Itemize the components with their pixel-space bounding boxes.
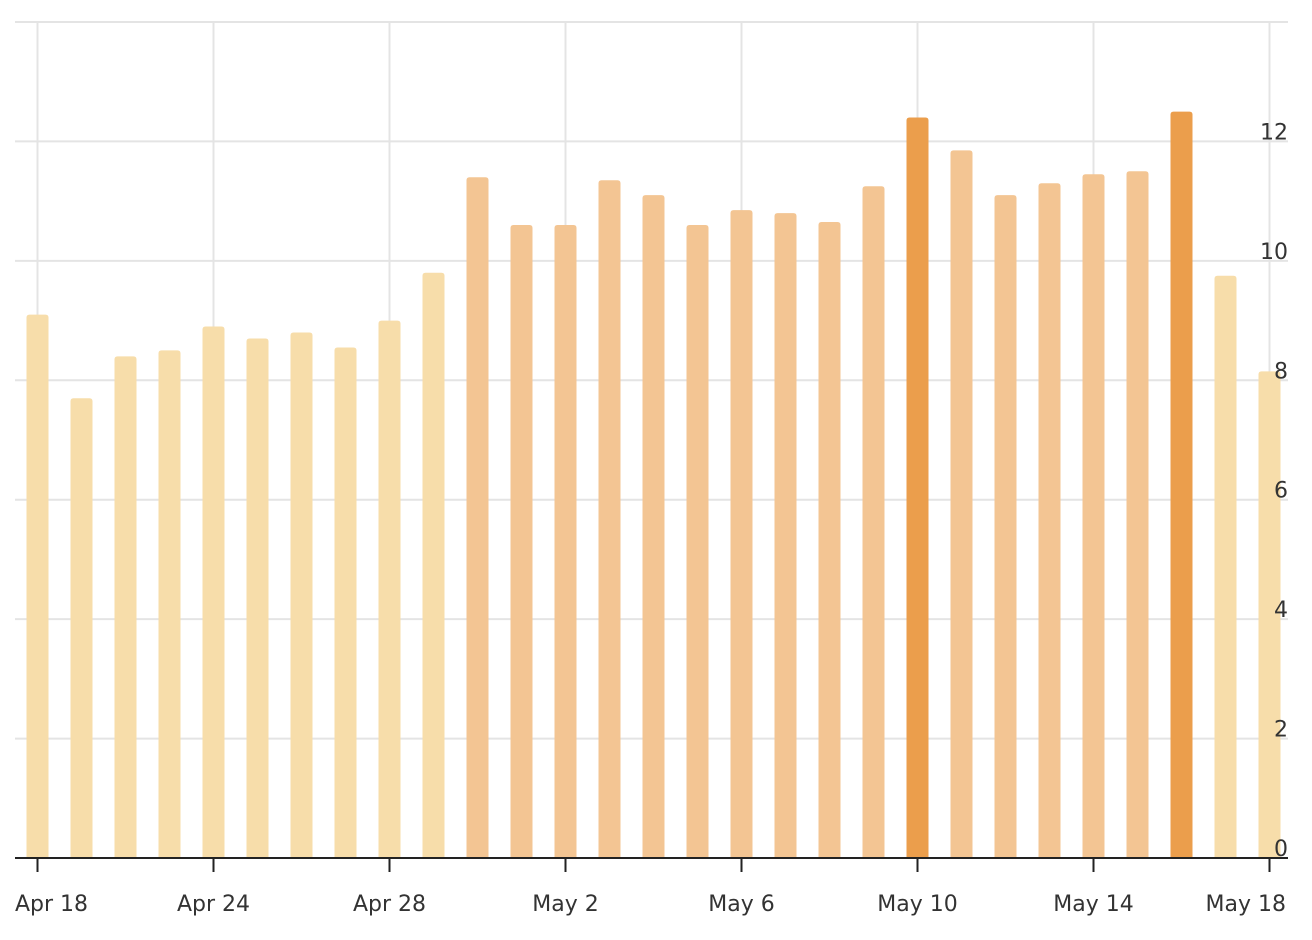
y-tick-label: 8 [1274, 359, 1288, 384]
bar [202, 326, 225, 858]
bar [158, 350, 181, 858]
y-tick-label: 12 [1260, 120, 1288, 145]
axes [15, 857, 1288, 872]
bar [70, 398, 93, 858]
x-tick-label: May 14 [1053, 892, 1133, 917]
y-tick-label: 0 [1274, 837, 1288, 862]
x-tick-label: May 2 [532, 892, 598, 917]
y-axis-labels: 0 2 4 6 8 10 12 [1260, 120, 1288, 862]
bar [1214, 275, 1237, 858]
bar [114, 356, 137, 858]
bar [290, 332, 313, 858]
x-tick-label: Apr 24 [177, 892, 250, 917]
bar [26, 314, 49, 859]
bar [510, 225, 533, 858]
bar [246, 338, 269, 858]
bar [730, 210, 753, 859]
bar [1038, 183, 1061, 858]
bar [862, 186, 885, 858]
bars [26, 111, 1281, 859]
bar [378, 320, 401, 859]
bar [950, 150, 973, 858]
bar [422, 272, 445, 858]
bar [334, 347, 357, 858]
y-tick-label: 2 [1274, 718, 1288, 743]
bar [818, 222, 841, 859]
x-axis-labels: Apr 18 Apr 24 Apr 28 May 2 May 6 May 10 May 14… [15, 892, 1286, 917]
bar [686, 225, 709, 858]
x-tick-label: Apr 18 [15, 892, 88, 917]
bar [642, 195, 665, 858]
x-tick-label: May 10 [877, 892, 957, 917]
bar [554, 225, 577, 858]
x-tick-label: Apr 28 [353, 892, 426, 917]
bar [906, 117, 929, 859]
bar [774, 213, 797, 859]
x-tick-label: May 6 [708, 892, 774, 917]
y-tick-label: 6 [1274, 479, 1288, 504]
y-tick-label: 4 [1274, 598, 1288, 623]
bar [1170, 111, 1193, 859]
bar [1126, 171, 1149, 859]
bar [466, 177, 489, 858]
y-tick-label: 10 [1260, 240, 1288, 265]
x-tick-label: May 18 [1206, 892, 1286, 917]
bar [1258, 371, 1281, 858]
bar [994, 195, 1017, 858]
bar [598, 180, 621, 858]
bar [1082, 174, 1105, 858]
